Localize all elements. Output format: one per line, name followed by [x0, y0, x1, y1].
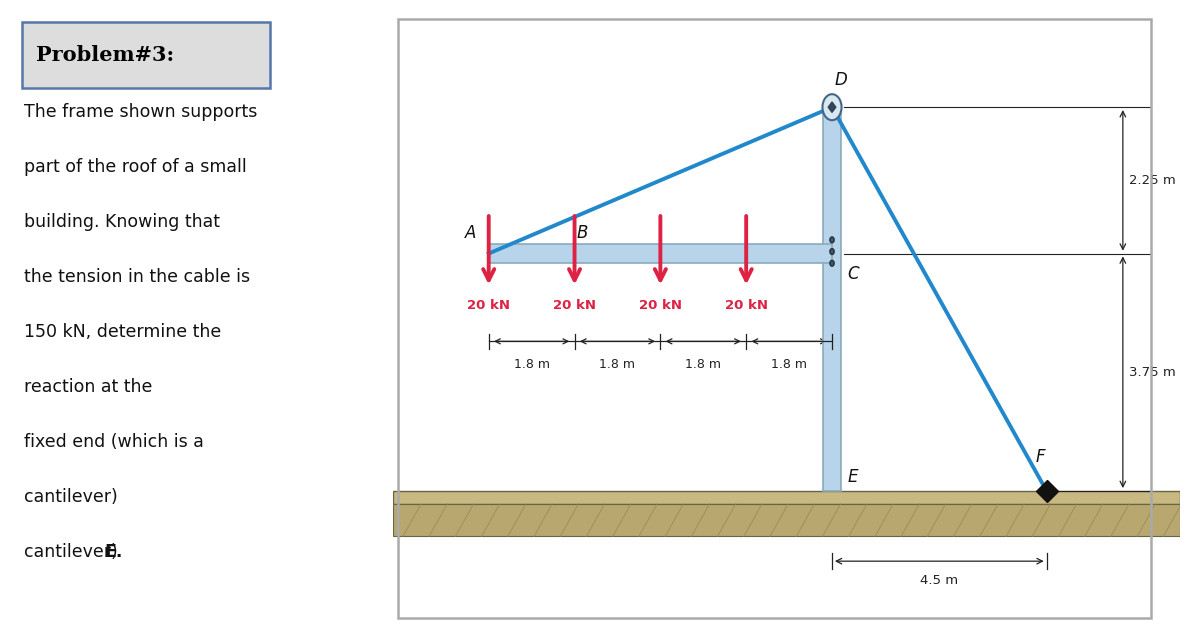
Text: 20 kN: 20 kN: [467, 299, 510, 312]
Text: 2.25 m: 2.25 m: [1129, 174, 1175, 187]
Text: 1.8 m: 1.8 m: [600, 357, 635, 371]
Text: E: E: [848, 468, 858, 486]
Text: 1.8 m: 1.8 m: [685, 357, 721, 371]
FancyBboxPatch shape: [21, 22, 269, 87]
Text: Problem#3:: Problem#3:: [36, 45, 174, 65]
Text: B: B: [577, 224, 589, 242]
Text: F: F: [1036, 448, 1045, 466]
Bar: [393, 491, 1180, 504]
Text: 20 kN: 20 kN: [639, 299, 682, 312]
Text: cantilever): cantilever): [24, 488, 118, 506]
Text: E.: E.: [105, 543, 123, 561]
Text: D: D: [834, 71, 848, 89]
Text: C: C: [848, 265, 859, 283]
Text: 1.8 m: 1.8 m: [771, 357, 807, 371]
Text: reaction at the: reaction at the: [24, 378, 153, 396]
Circle shape: [822, 94, 842, 120]
Text: cantilever): cantilever): [24, 543, 118, 561]
Text: 3.75 m: 3.75 m: [1129, 366, 1175, 379]
Text: building. Knowing that: building. Knowing that: [24, 213, 219, 231]
Text: The frame shown supports: The frame shown supports: [24, 103, 257, 121]
Bar: [393, 504, 1180, 536]
Text: part of the roof of a small: part of the roof of a small: [24, 158, 247, 176]
Text: 4.5 m: 4.5 m: [920, 574, 958, 587]
Text: 1.8 m: 1.8 m: [514, 357, 550, 371]
Text: 20 kN: 20 kN: [725, 299, 768, 312]
Text: A: A: [465, 224, 477, 242]
Text: the tension in the cable is: the tension in the cable is: [24, 268, 250, 286]
Circle shape: [830, 248, 834, 255]
Bar: [822, 107, 842, 491]
Bar: [489, 244, 832, 263]
Polygon shape: [828, 102, 836, 112]
Text: fixed end (which is a: fixed end (which is a: [24, 433, 204, 451]
Circle shape: [830, 261, 834, 266]
Text: 150 kN, determine the: 150 kN, determine the: [24, 323, 221, 341]
Circle shape: [830, 237, 834, 243]
Text: 20 kN: 20 kN: [553, 299, 596, 312]
